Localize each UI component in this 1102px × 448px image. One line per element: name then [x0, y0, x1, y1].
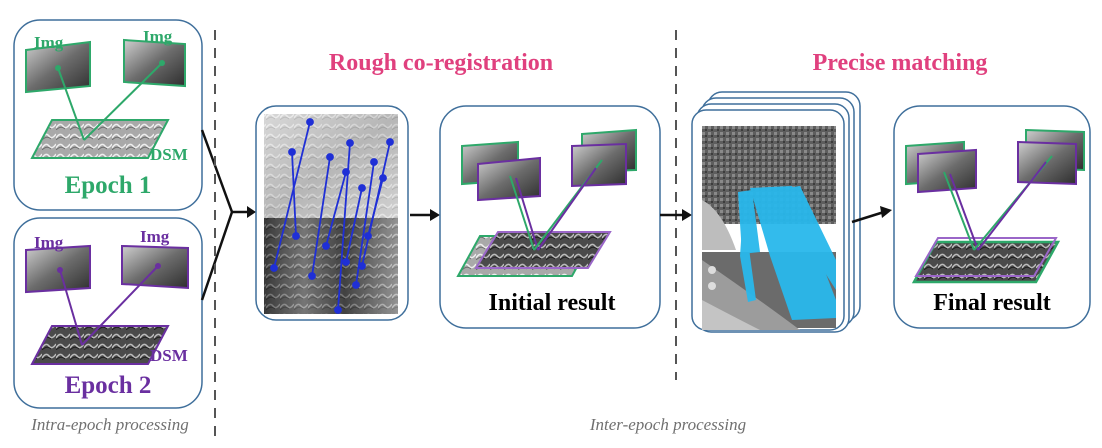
merge-connector	[200, 129, 256, 301]
epoch2-image-right	[121, 244, 189, 290]
arrow-to-initial	[410, 209, 440, 221]
epoch2-ray-right	[81, 265, 159, 346]
epoch1-dsm	[30, 119, 170, 159]
intra-epoch-caption: Intra-epoch processing	[30, 415, 189, 434]
epoch1-image-left	[25, 40, 91, 94]
arrow-to-final	[851, 206, 892, 224]
inter-epoch-caption: Inter-epoch processing	[589, 415, 746, 434]
epoch1-panel: Img Img DSM Epoch 1	[13, 19, 203, 211]
epoch2-panel: Img Img DSM Epoch 2	[13, 217, 203, 409]
epoch2-dsm	[30, 325, 170, 365]
epoch1-dsm-label: DSM	[150, 145, 188, 164]
epoch1-img-left-label: Img	[34, 33, 64, 52]
epoch1-ray-right	[83, 62, 163, 141]
epoch1-img-right-label: Img	[143, 27, 173, 46]
initial-result-panel: Initial result	[439, 105, 661, 329]
precise-matching-heading: Precise matching	[813, 50, 988, 76]
final-result-panel: Final result	[893, 105, 1091, 329]
rough-coregistration-heading: Rough co-registration	[329, 50, 553, 76]
dsm-match-lines	[270, 118, 394, 314]
epoch2-title: Epoch 2	[65, 372, 152, 399]
epoch2-img-left-label: Img	[34, 233, 64, 252]
tie-point-lines	[738, 186, 836, 320]
epoch1-ray-left	[57, 67, 85, 141]
epoch2-ray-left	[59, 269, 83, 346]
epoch2-dsm-label: DSM	[150, 346, 188, 365]
epoch1-image-right	[123, 38, 186, 88]
epoch1-title: Epoch 1	[65, 172, 152, 199]
final-result-label: Final result	[933, 290, 1051, 316]
precise-matching-stack	[691, 91, 861, 333]
epoch2-image-left	[25, 244, 91, 294]
arrow-to-precise	[660, 209, 692, 221]
epoch2-img-right-label: Img	[140, 227, 170, 246]
dsm-matching-panel	[255, 105, 409, 321]
initial-result-label: Initial result	[489, 290, 616, 316]
